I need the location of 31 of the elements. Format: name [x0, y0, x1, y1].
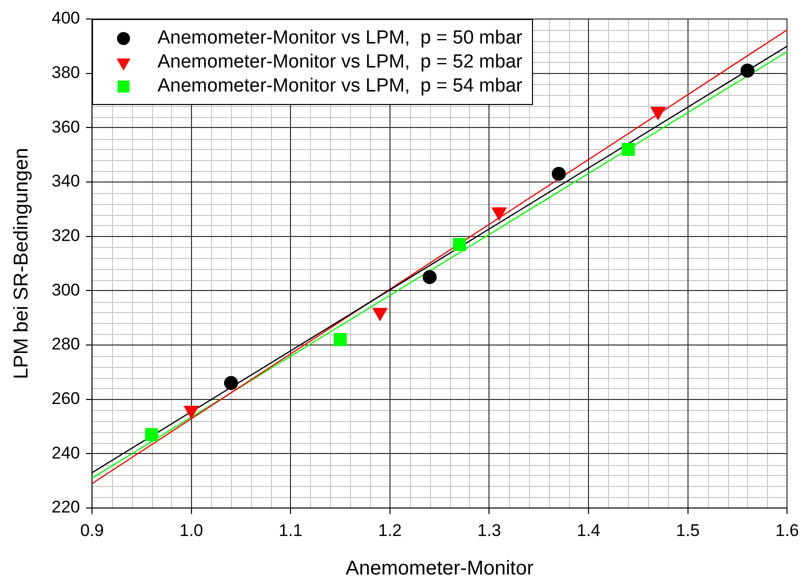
point	[334, 333, 347, 346]
legend-label: Anemometer-Monitor vs LPM, p = 54 mbar	[158, 76, 524, 97]
x-tick-label: 1.5	[676, 520, 700, 540]
x-tick-label: 1.6	[775, 520, 800, 540]
point	[622, 142, 635, 156]
x-axis-title: Anemometer-Monitor	[346, 558, 534, 580]
y-tick-label: 340	[52, 172, 80, 191]
legend-label: Anemometer-Monitor vs LPM, p = 52 mbar	[158, 52, 524, 73]
point	[740, 64, 754, 78]
y-tick-label: 300	[52, 280, 80, 300]
x-tick-label: 1.0	[179, 520, 204, 540]
y-tick-label: 320	[52, 226, 80, 246]
x-tick-label: 1.2	[378, 520, 402, 540]
point	[145, 428, 158, 442]
y-tick-label: 360	[52, 117, 80, 136]
y-axis-title: LPM bei SR-Bedingungen	[10, 148, 33, 380]
x-tick-label: 1.3	[477, 520, 502, 540]
y-tick-label: 260	[52, 389, 80, 408]
legend-label: Anemometer-Monitor vs LPM, p = 50 mbar	[158, 28, 524, 49]
y-tick-label: 280	[52, 334, 80, 354]
y-tick-label: 380	[52, 63, 80, 82]
point	[224, 376, 238, 390]
y-tick-label: 400	[52, 8, 80, 28]
y-tick-label: 220	[52, 498, 80, 517]
point	[452, 238, 466, 251]
x-tick-label: 1.1	[278, 520, 302, 540]
point	[552, 166, 566, 181]
x-tick-label: 1.4	[576, 520, 600, 540]
point	[422, 270, 437, 284]
y-tick-label: 240	[52, 443, 80, 462]
x-tick-label: 0.9	[80, 520, 104, 540]
